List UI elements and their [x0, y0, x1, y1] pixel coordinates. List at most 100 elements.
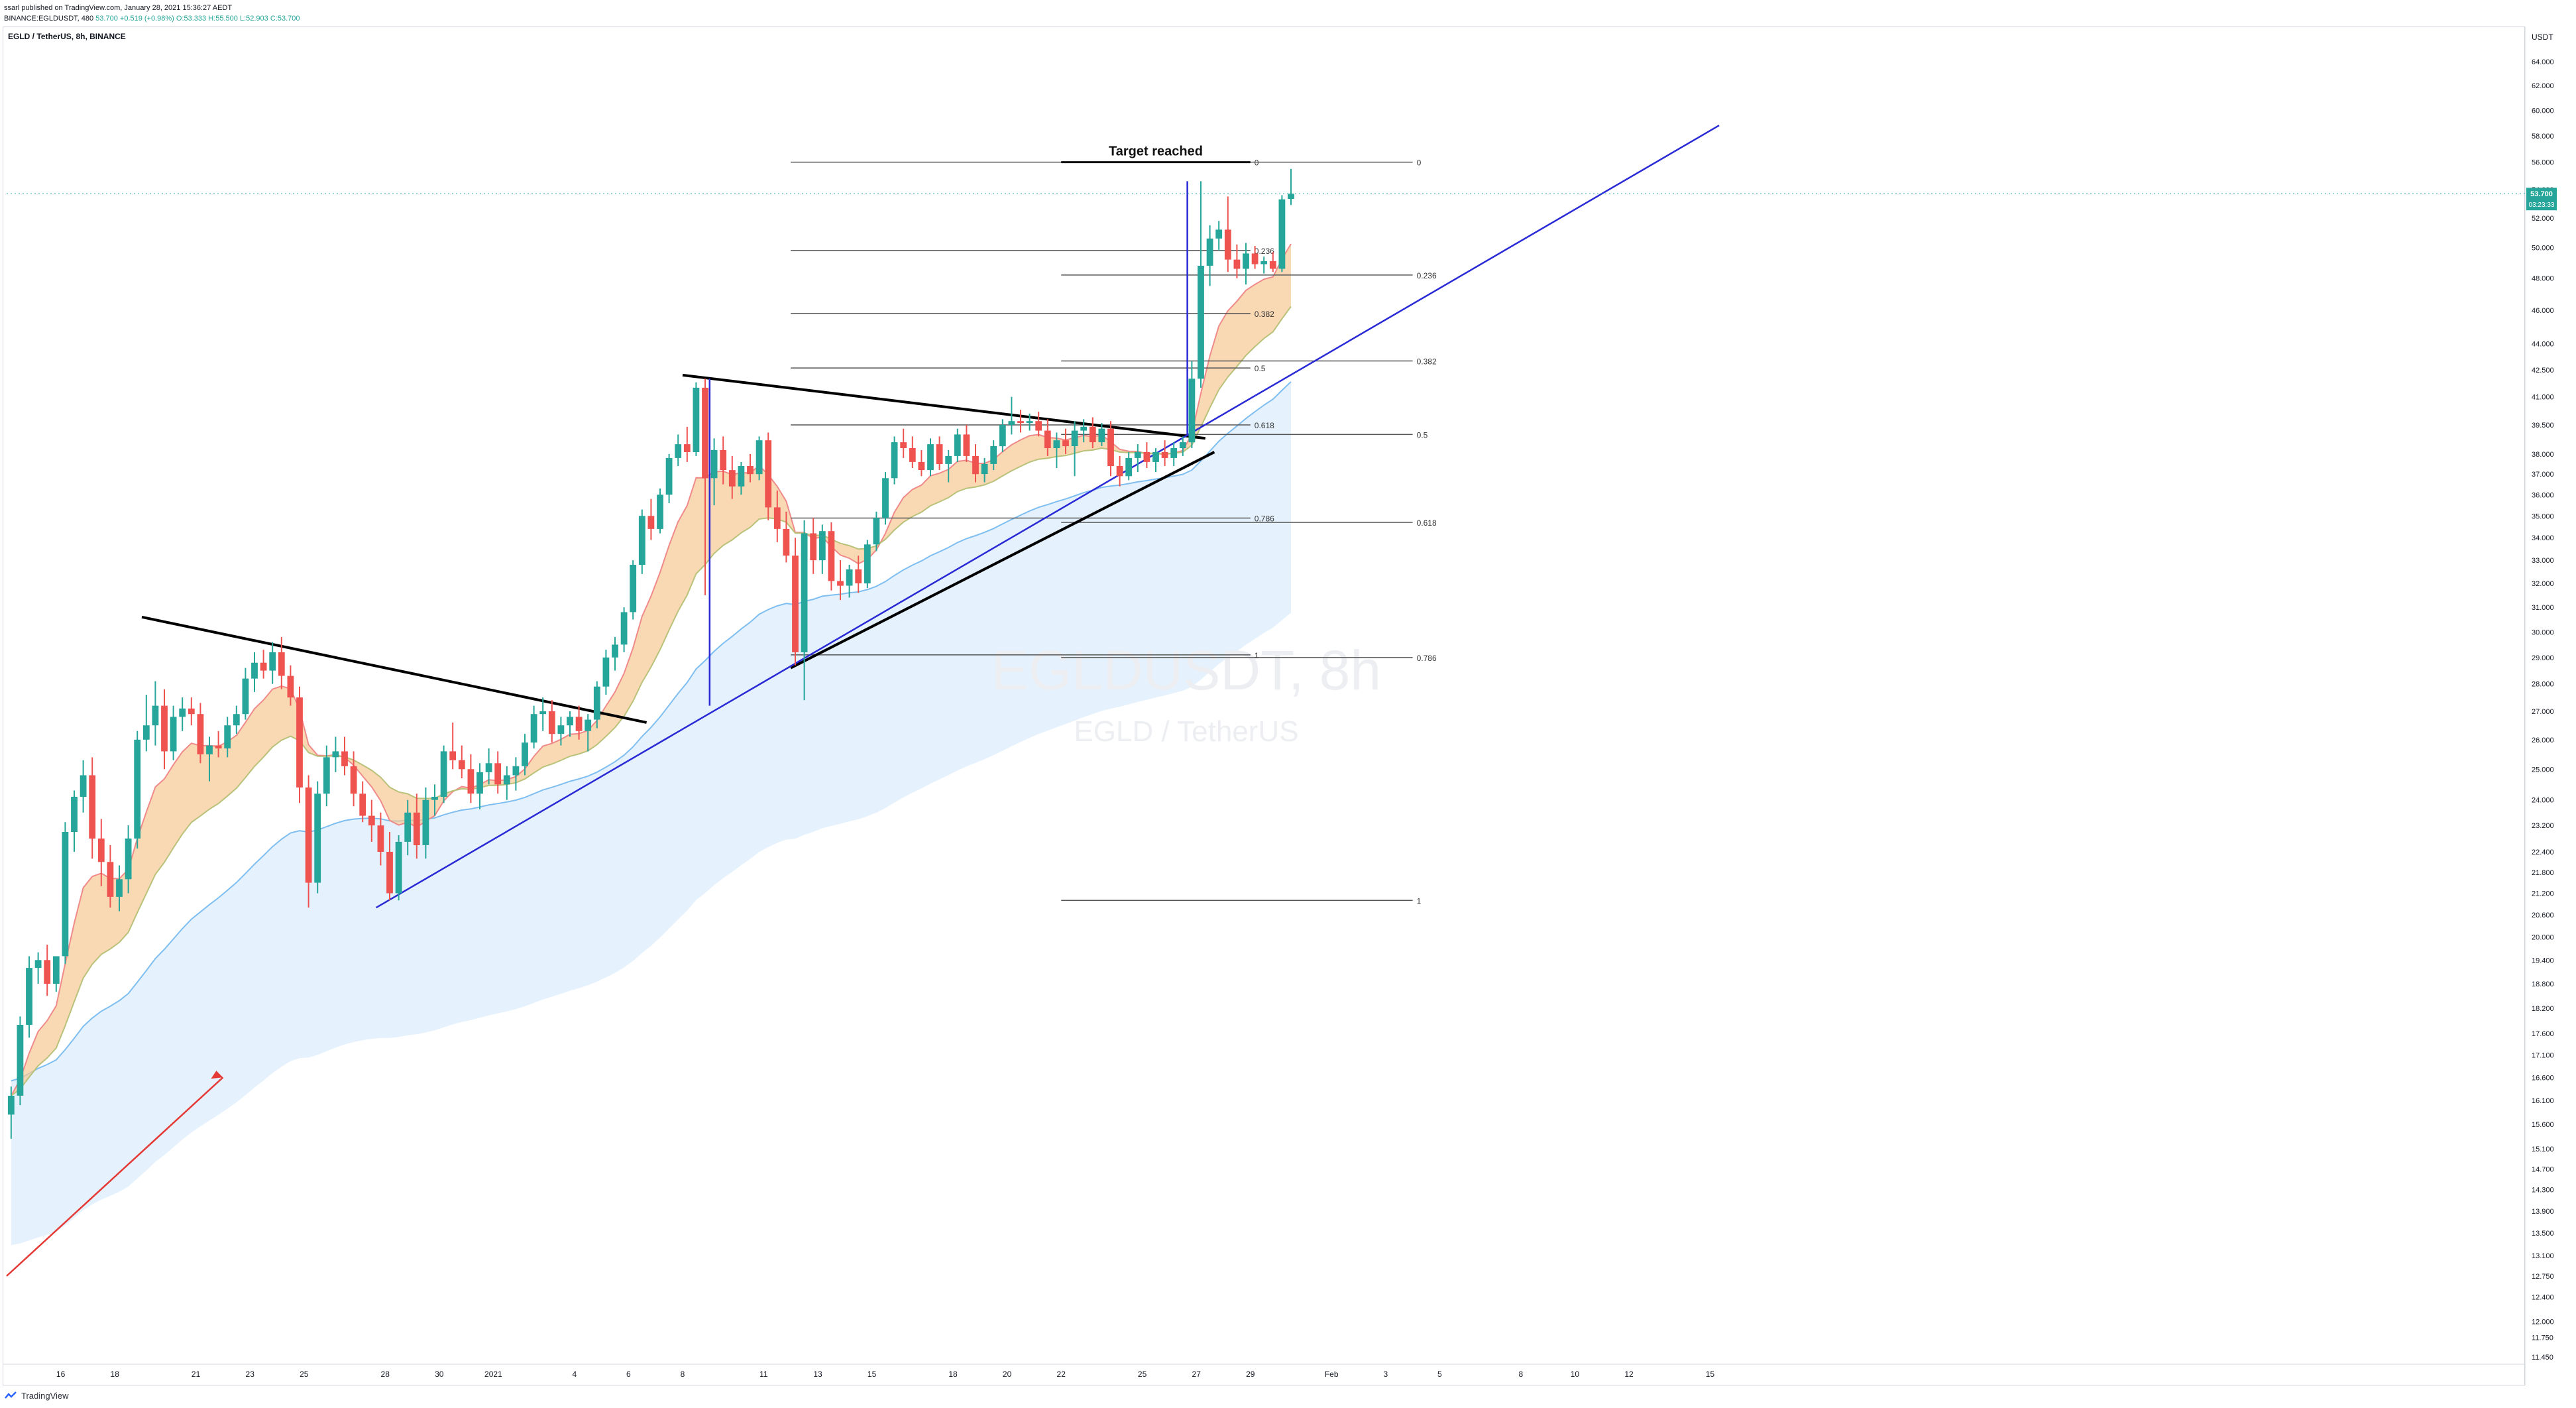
- candle-body: [1188, 379, 1196, 443]
- tradingview-logo-icon: [5, 1391, 17, 1399]
- candle-body: [260, 662, 267, 671]
- y-tick-label: 18.200: [2532, 1005, 2554, 1013]
- y-tick-label: 15.100: [2532, 1145, 2554, 1153]
- candle-body: [512, 766, 520, 776]
- candle-body: [251, 662, 258, 679]
- x-tick-label: 11: [759, 1370, 768, 1379]
- candle-body: [142, 725, 150, 740]
- y-tick-label: 34.000: [2532, 534, 2554, 542]
- candle-body: [377, 825, 384, 852]
- candle-body: [882, 478, 889, 518]
- candle-body: [359, 793, 366, 816]
- red-trend-arrow: [6, 1077, 224, 1277]
- candle-body: [296, 697, 303, 788]
- x-tick-label: Feb: [1325, 1370, 1339, 1379]
- x-tick-label: 3: [1383, 1370, 1388, 1379]
- candle-body: [179, 708, 186, 717]
- x-tick-label: 12: [1624, 1370, 1634, 1379]
- candle-body: [404, 812, 412, 842]
- candle-body: [1080, 426, 1088, 431]
- candle-body: [1098, 428, 1105, 443]
- candle-body: [1053, 440, 1060, 448]
- y-tick-label: 15.600: [2532, 1121, 2554, 1129]
- candle-body: [530, 714, 537, 743]
- candle-body: [1215, 229, 1223, 239]
- candle-body: [413, 812, 420, 845]
- y-tick-label: 32.000: [2532, 580, 2554, 588]
- candle-body: [287, 675, 294, 698]
- candle-body: [1269, 261, 1276, 269]
- candle-body: [846, 569, 853, 586]
- candle-body: [612, 644, 618, 658]
- y-tick-label: 38.000: [2532, 451, 2554, 459]
- candle-body: [945, 455, 952, 464]
- y-tick-label: 36.000: [2532, 491, 2554, 499]
- y-tick-label: 19.400: [2532, 957, 2554, 965]
- fib-level-label: 0.382: [1255, 310, 1274, 319]
- candle-body: [954, 434, 961, 456]
- candle-body: [341, 751, 348, 766]
- candle-body: [1278, 199, 1286, 269]
- y-tick-label: 16.100: [2532, 1097, 2554, 1105]
- x-tick-label: 15: [1706, 1370, 1715, 1379]
- candle-body: [494, 763, 502, 785]
- y-tick-label: 64.000: [2532, 58, 2554, 66]
- x-tick-label: 23: [246, 1370, 255, 1379]
- candle-body: [1062, 440, 1069, 446]
- candle-body: [386, 852, 393, 894]
- brand-text: TradingView: [21, 1391, 69, 1401]
- fib-level-label: 1: [1255, 651, 1259, 660]
- candle-body: [197, 714, 204, 754]
- x-tick-label: 20: [1003, 1370, 1012, 1379]
- y-tick-label: 52.000: [2532, 215, 2554, 223]
- candle-body: [134, 739, 141, 839]
- candle-body: [620, 612, 628, 645]
- candle-body: [1170, 448, 1178, 458]
- x-tick-label: 4: [572, 1370, 577, 1379]
- candle-body: [52, 956, 60, 984]
- fib-level-label: 0.786: [1417, 654, 1437, 663]
- candle-body: [7, 1096, 15, 1115]
- x-tick-label: 13: [813, 1370, 822, 1379]
- candle-body: [855, 569, 862, 583]
- candle-body: [368, 815, 375, 826]
- candle-body: [720, 449, 727, 470]
- candle-body: [557, 725, 565, 734]
- x-tick-label: 25: [300, 1370, 309, 1379]
- low-text: L:52.903: [239, 15, 268, 23]
- candle-body: [224, 725, 231, 748]
- fib-level-label: 0.5: [1255, 364, 1266, 373]
- candle-body: [783, 528, 790, 556]
- x-tick-label: 22: [1057, 1370, 1066, 1379]
- y-tick-label: 11.450: [2532, 1354, 2553, 1362]
- candle-body: [756, 440, 763, 475]
- candle-body: [350, 766, 357, 794]
- candle-body: [665, 457, 673, 495]
- candle-body: [765, 440, 772, 508]
- published-line: ssarl published on TradingView.com, Janu…: [4, 4, 233, 12]
- x-tick-label: 15: [868, 1370, 877, 1379]
- candle-body: [233, 714, 240, 726]
- y-tick-label: 17.100: [2532, 1052, 2554, 1060]
- candle-body: [314, 793, 321, 883]
- candle-body: [34, 960, 42, 968]
- candle-body: [963, 434, 970, 456]
- ema-slow-line: [11, 306, 1292, 1096]
- publish-header: ssarl published on TradingView.com, Janu…: [4, 3, 932, 27]
- candle-body: [1224, 229, 1231, 260]
- candle-body: [575, 717, 583, 731]
- candle-body: [1251, 253, 1259, 264]
- y-tick-label: 17.600: [2532, 1030, 2554, 1038]
- fib-level-label: 0.786: [1255, 514, 1274, 524]
- y-tick-label: 37.000: [2532, 471, 2554, 479]
- candle-body: [1143, 451, 1150, 462]
- close-text: C:53.700: [270, 15, 300, 23]
- y-tick-label: 46.000: [2532, 307, 2554, 315]
- candle-body: [44, 960, 51, 984]
- axis-layer: USDT64.00062.00060.00058.00056.00054.000…: [3, 27, 2557, 1385]
- fib-level-label: 0: [1417, 158, 1422, 168]
- annotation-target-reached: Target reached: [1109, 145, 1203, 159]
- fib-level-label: 0.618: [1417, 518, 1437, 528]
- x-tick-label: 27: [1192, 1370, 1202, 1379]
